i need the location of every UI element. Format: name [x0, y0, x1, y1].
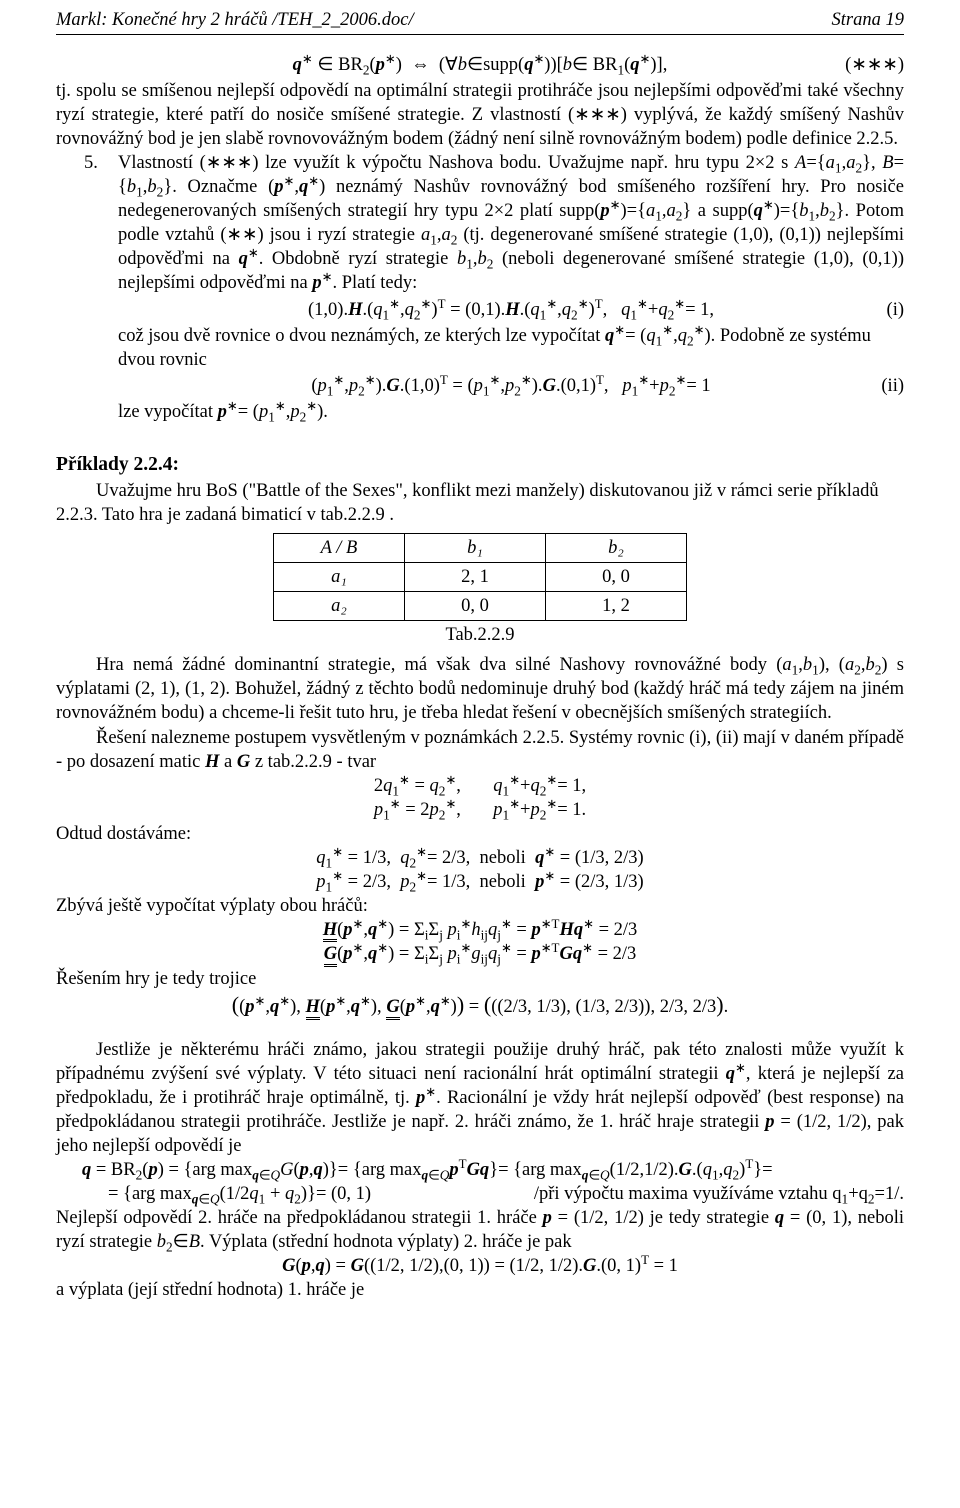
- cell-22: 1, 2: [546, 592, 687, 621]
- eq8b-right: /při výpočtu maxima využíváme vztahu q1+…: [371, 1182, 904, 1206]
- equation-6b: G(p∗,q∗) = ΣiΣj pi∗gijqj∗ = p∗TGq∗ = 2/3: [56, 942, 904, 967]
- equation-9: G(p,q) = G((1/2, 1/2),(0, 1)) = (1/2, 1/…: [56, 1254, 904, 1278]
- paragraph-11: Nejlepší odpovědí 2. hráče na předpoklád…: [56, 1206, 904, 1254]
- header-right: Strana 19: [832, 8, 904, 32]
- paragraph-7: Odtud dostáváme:: [56, 822, 904, 846]
- eq2-tag: (i): [887, 298, 904, 322]
- paragraph-9: Řešením hry je tedy trojice: [56, 967, 904, 991]
- H-underlined-icon: H: [323, 922, 337, 943]
- page-header: Markl: Konečné hry 2 hráčů /TEH_2_2006.d…: [56, 0, 904, 35]
- cell-a2: a₂: [274, 592, 405, 621]
- eq3-body: (p1∗,p2∗).G.(1,0)T = (p1∗,p2∗).G.(0,1)T,…: [311, 376, 710, 396]
- equation-4a: 2q1∗ = q2∗, q1∗+q2∗= 1,: [56, 774, 904, 798]
- equation-6a: H(p∗,q∗) = ΣiΣj pi∗hijqj∗ = p∗THq∗ = 2/3: [56, 918, 904, 943]
- table-caption: Tab.2.2.9: [56, 623, 904, 647]
- eq3-tag: (ii): [881, 374, 904, 398]
- eq1-body: q∗ ∈ BR2(p∗) ⇔ (∀b∈supp(q∗))[b∈ BR1(q∗)]…: [293, 55, 668, 75]
- cell-b2: b₂: [546, 534, 687, 563]
- table-row: a₁ 2, 1 0, 0: [274, 563, 687, 592]
- paragraph-3: lze vypočítat p∗= (p1∗,p2∗).: [118, 400, 904, 424]
- cell-11: 2, 1: [405, 563, 546, 592]
- header-left: Markl: Konečné hry 2 hráčů /TEH_2_2006.d…: [56, 8, 414, 32]
- paragraph-4: Uvažujme hru BoS ("Battle of the Sexes",…: [56, 479, 904, 527]
- cell-b1: b₁: [405, 534, 546, 563]
- eq2-body: (1,0).H.(q1∗,q2∗)T = (0,1).H.(q1∗,q2∗)T,…: [308, 300, 714, 320]
- paragraph-12: a výplata (její střední hodnota) 1. hráč…: [56, 1278, 904, 1302]
- paragraph-6: Řešení nalezneme postupem vysvětleným v …: [56, 726, 904, 774]
- equation-5b: p1∗ = 2/3, p2∗= 1/3, neboli p∗ = (2/3, 1…: [56, 870, 904, 894]
- equation-7: ((p∗,q∗), H(p∗,q∗), G(p∗,q∗)) = (((2/3, …: [56, 991, 904, 1020]
- equation-ii: (p1∗,p2∗).G.(1,0)T = (p1∗,p2∗).G.(0,1)T,…: [118, 374, 904, 398]
- G-underlined-icon: G: [324, 946, 337, 967]
- cell-21: 0, 0: [405, 592, 546, 621]
- equation-starstarstar: q∗ ∈ BR2(p∗) ⇔ (∀b∈supp(q∗))[b∈ BR1(q∗)]…: [56, 53, 904, 77]
- bimatrix-table: A / B b₁ b₂ a₁ 2, 1 0, 0 a₂ 0, 0 1, 2: [273, 533, 687, 621]
- equation-i: (1,0).H.(q1∗,q2∗)T = (0,1).H.(q1∗,q2∗)T,…: [118, 298, 904, 322]
- equation-8a: q = BR2(p) = {arg maxq∈QG(p,q)}= {arg ma…: [56, 1158, 904, 1182]
- list-item-5: 5. Vlastností (∗∗∗) lze využít k výpočtu…: [56, 151, 904, 424]
- cell-12: 0, 0: [546, 563, 687, 592]
- section-title: Příklady 2.2.4:: [56, 452, 904, 477]
- paragraph-5: Hra nemá žádné dominantní strategie, má …: [56, 653, 904, 725]
- cell-AB: A / B: [274, 534, 405, 563]
- item5-number: 5.: [56, 151, 118, 175]
- table-row: A / B b₁ b₂: [274, 534, 687, 563]
- eq1-tag: (∗∗∗): [845, 53, 904, 77]
- equation-4b: p1∗ = 2p2∗, p1∗+p2∗= 1.: [56, 798, 904, 822]
- item5-body: Vlastností (∗∗∗) lze využít k výpočtu Na…: [118, 151, 904, 295]
- paragraph-2: což jsou dvě rovnice o dvou neznámých, z…: [118, 324, 904, 372]
- paragraph-1: tj. spolu se smíšenou nejlepší odpovědí …: [56, 79, 904, 151]
- table-row: a₂ 0, 0 1, 2: [274, 592, 687, 621]
- eq8b-left: = {arg maxq∈Q(1/2q1 + q2)}= (0, 1): [108, 1182, 371, 1206]
- paragraph-10: Jestliže je některému hráči známo, jakou…: [56, 1038, 904, 1158]
- cell-a1: a₁: [274, 563, 405, 592]
- paragraph-8: Zbývá ještě vypočítat výplaty obou hráčů…: [56, 894, 904, 918]
- equation-5a: q1∗ = 1/3, q2∗= 2/3, neboli q∗ = (1/3, 2…: [56, 846, 904, 870]
- equation-8b: = {arg maxq∈Q(1/2q1 + q2)}= (0, 1) /při …: [56, 1182, 904, 1206]
